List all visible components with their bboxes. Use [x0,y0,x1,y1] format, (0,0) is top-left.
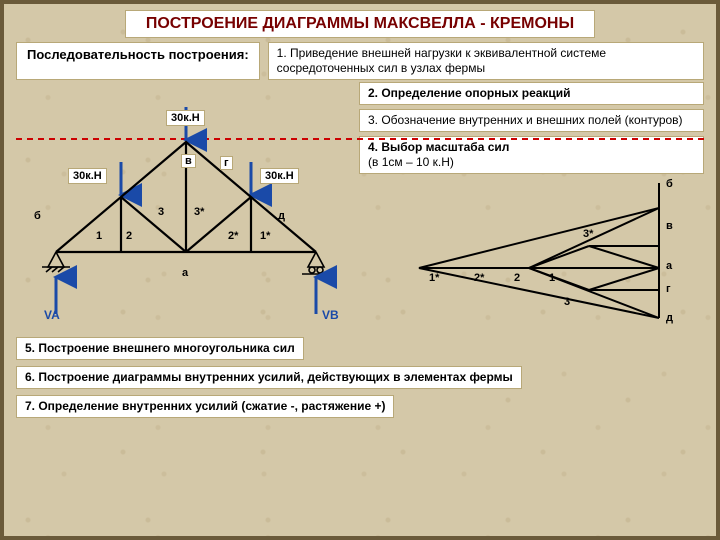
field-d: д [278,210,285,222]
fd-2s: 2* [474,272,484,284]
step-6: 6. Построение диаграммы внутренних усили… [16,366,522,389]
fd-g: г [666,283,671,295]
step-4b: (в 1см – 10 к.Н) [368,155,454,169]
fd-v: в [666,220,673,232]
subtitle: Последовательность построения: [16,42,260,80]
field-3: 3 [158,206,164,218]
load-left-label: 30к.Н [68,168,107,184]
force-diagram: б в а г д 3* 1* 2* 2 1 3 [359,178,704,333]
field-2s: 2* [228,230,238,242]
step-1: 1. Приведение внешней нагрузки к эквивал… [268,42,704,80]
field-2: 2 [126,230,132,242]
fd-1s: 1* [429,272,439,284]
page-title: ПОСТРОЕНИЕ ДИАГРАММЫ МАКСВЕЛЛА - КРЕМОНЫ [125,10,595,38]
step-2: 2. Определение опорных реакций [359,82,704,105]
step-7: 7. Определение внутренних усилий (сжатие… [16,395,394,418]
step-5: 5. Построение внешнего многоугольника си… [16,337,304,360]
va-label: VA [44,308,60,322]
fd-b: б [666,178,673,190]
fd-a: а [666,260,672,272]
step-3: 3. Обозначение внутренних и внешних поле… [359,109,704,132]
fd-1: 1 [549,272,555,284]
mid-row: 30к.Н 30к.Н 30к.Н б в г д а 1 2 3 3* 2* … [4,82,716,333]
page: ПОСТРОЕНИЕ ДИАГРАММЫ МАКСВЕЛЛА - КРЕМОНЫ… [0,0,720,540]
load-right-label: 30к.Н [260,168,299,184]
right-steps-upper: 1. Приведение внешней нагрузки к эквивал… [268,42,704,80]
truss-diagram: 30к.Н 30к.Н 30к.Н б в г д а 1 2 3 3* 2* … [16,82,351,322]
fd-3s: 3* [583,228,593,240]
load-top-label: 30к.Н [166,110,205,126]
fd-3: 3 [564,296,570,308]
top-row: Последовательность построения: 1. Привед… [4,42,716,80]
lower-steps: 5. Построение внешнего многоугольника си… [4,333,716,422]
field-1s: 1* [260,230,270,242]
field-b: б [34,210,41,222]
fd-2: 2 [514,272,520,284]
field-v: в [181,154,196,168]
force-svg [359,178,689,328]
field-g: г [220,156,233,170]
field-a: а [182,267,188,279]
vb-label: VB [322,308,339,322]
title-wrap: ПОСТРОЕНИЕ ДИАГРАММЫ МАКСВЕЛЛА - КРЕМОНЫ [4,10,716,38]
fd-d: д [666,312,673,324]
field-3s: 3* [194,206,204,218]
right-mid-col: 2. Определение опорных реакций 3. Обозна… [359,82,704,333]
field-1: 1 [96,230,102,242]
